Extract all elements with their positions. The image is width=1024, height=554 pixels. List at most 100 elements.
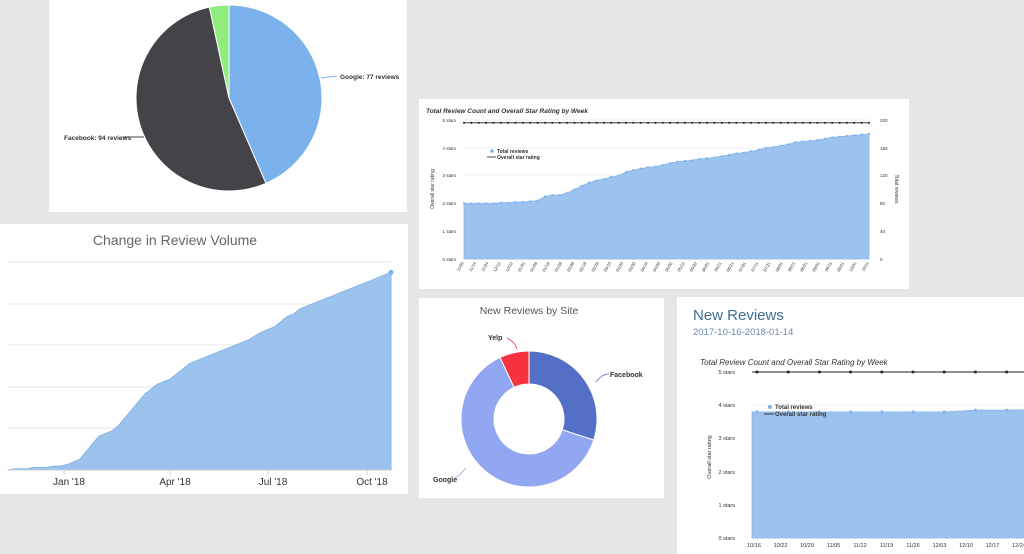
new-reviews-chart: New Reviews 2017-10-16-2018-01-14 Total Re…	[693, 307, 1024, 549]
donut-connector-yelp	[506, 337, 518, 350]
legend-label-rating: Overall star rating	[497, 155, 540, 161]
area-point	[617, 174, 620, 177]
line-point	[632, 121, 635, 124]
area-point	[565, 191, 569, 195]
area-point	[727, 153, 731, 156]
area-point	[521, 200, 525, 204]
y-tick-label: 5 stars	[442, 118, 456, 123]
x-tick-label: 05/12	[676, 260, 686, 272]
legend-label-total: Total reviews	[775, 405, 813, 411]
line-point	[706, 121, 708, 124]
x-tick-label: 12/12	[492, 260, 502, 272]
line-point	[735, 121, 738, 124]
line-point	[816, 121, 819, 124]
x-tick-label: 11/05	[827, 543, 840, 549]
area-point	[735, 152, 738, 155]
line-point	[522, 121, 524, 124]
line-point	[911, 370, 915, 374]
line-point	[765, 121, 767, 124]
area-point	[831, 136, 834, 139]
y-tick-label: 1 stars	[718, 503, 735, 509]
x-tick-label: Apr '18	[159, 477, 191, 488]
line-point	[507, 121, 510, 124]
x-tick-label: 06/01	[701, 260, 711, 272]
line-point	[676, 121, 679, 124]
chart-title: New Reviews by Site	[480, 305, 579, 317]
area-point	[639, 167, 642, 170]
line-point	[860, 121, 863, 124]
area-point	[536, 199, 539, 202]
legend-label-rating: Overall star rating	[775, 412, 827, 418]
line-point	[477, 121, 480, 124]
donut-label-yelp: Yelp	[488, 335, 502, 342]
area-point	[838, 135, 841, 138]
x-tick-label: 07/01	[738, 260, 748, 272]
y-tick-label: 0 stars	[442, 257, 456, 262]
area-point	[853, 134, 856, 137]
x-tick-label: 06/21	[725, 260, 735, 272]
area-point	[580, 184, 583, 188]
area-point	[755, 410, 759, 414]
line-point	[818, 370, 821, 374]
area-point	[742, 151, 745, 154]
area-point	[492, 202, 495, 205]
line-point	[463, 121, 465, 124]
area-point	[713, 156, 716, 159]
weekly-rating-chart: Total Review Count and Overall Star Rati…	[426, 108, 899, 273]
chart-subtitle: 2017-10-16-2018-01-14	[693, 327, 793, 338]
line-point	[849, 370, 852, 374]
area-point	[786, 143, 790, 146]
line-point	[639, 121, 642, 124]
y2-tick-label: 200	[880, 118, 888, 123]
line-point	[529, 121, 532, 124]
line-point	[728, 121, 730, 124]
y-tick-label: 0 stars	[718, 536, 735, 542]
line-point	[647, 121, 649, 124]
area-point	[654, 165, 657, 168]
x-tick-label: Jul '18	[259, 477, 288, 488]
donut-label-google: Google	[433, 477, 457, 484]
y2-tick-label: 80	[880, 201, 886, 206]
area-point	[808, 139, 812, 142]
x-tick-label: 02/28	[590, 260, 600, 272]
line-point	[470, 121, 473, 124]
line-point	[588, 121, 591, 124]
line-point	[492, 121, 495, 124]
x-tick-label: 12/17	[986, 543, 1000, 549]
y-tick-label: 3 stars	[718, 436, 735, 442]
pie-slice-1	[135, 6, 267, 192]
line-point	[794, 121, 797, 124]
y2-tick-label: 40	[880, 229, 886, 234]
line-point	[661, 121, 664, 124]
legend-label-total: Total reviews	[497, 149, 529, 155]
last-point	[388, 269, 394, 275]
line-point	[485, 121, 487, 124]
y-tick-label: 5 stars	[718, 370, 735, 376]
area-point	[816, 139, 819, 142]
x-tick-label: 10/16	[747, 543, 761, 549]
area-point	[911, 410, 915, 414]
line-point	[573, 121, 576, 124]
line-point	[772, 121, 775, 124]
area-point	[602, 177, 606, 181]
line-point	[787, 121, 789, 124]
line-point	[868, 121, 870, 124]
x-tick-label: 05/22	[688, 260, 698, 272]
x-tick-label: 01/01	[517, 260, 527, 272]
x-tick-label: 09/11	[824, 260, 834, 272]
area-point	[669, 161, 672, 165]
x-tick-label: 04/20	[652, 260, 662, 272]
line-point	[809, 121, 811, 124]
x-tick-label: Oct '18	[356, 477, 388, 488]
area-point	[867, 132, 871, 135]
line-point	[1005, 370, 1008, 374]
line-point	[669, 121, 672, 124]
y-tick-label: 2 stars	[718, 470, 735, 476]
y-tick-label: 1 stars	[442, 229, 456, 234]
donut-slice-1	[460, 356, 595, 488]
area-point	[764, 146, 768, 149]
line-point	[684, 121, 686, 124]
area-point	[705, 157, 709, 160]
line-point	[779, 121, 782, 124]
x-tick-label: Jan '18	[53, 477, 85, 488]
